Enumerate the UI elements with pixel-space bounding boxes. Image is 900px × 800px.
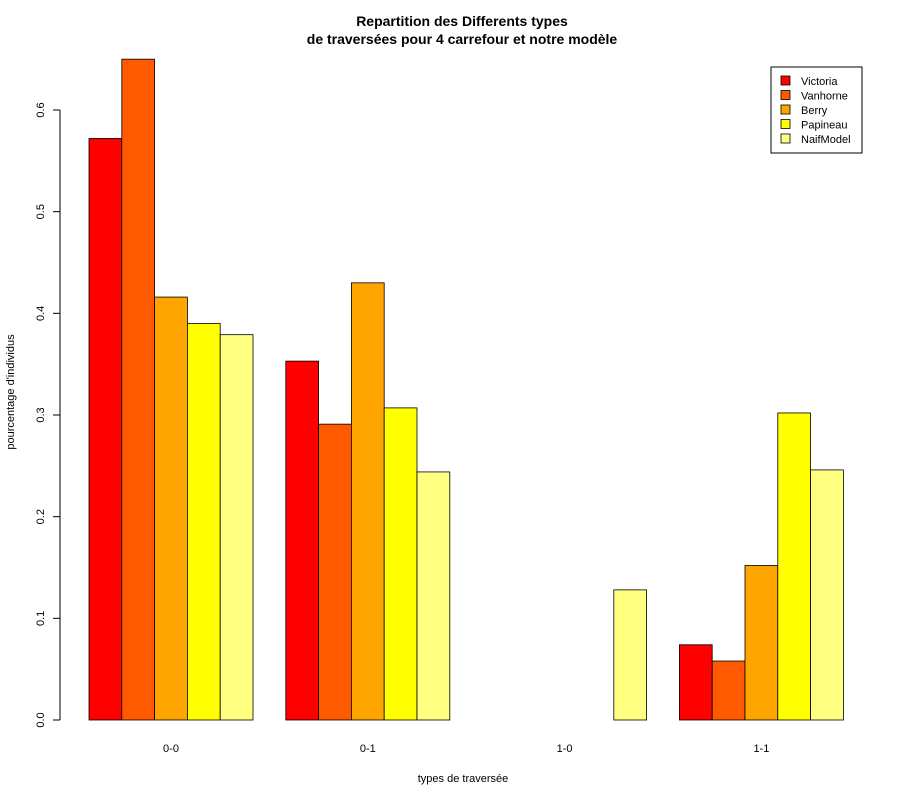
legend-label-berry: Berry	[801, 105, 828, 117]
legend-swatch-berry	[780, 104, 791, 115]
y-axis: 0.0 0.1 0.2 0.3 0.4 0.5 0.6	[35, 102, 61, 728]
y-tick-label: 0.1	[35, 611, 47, 626]
bar-berry-0-0	[154, 296, 188, 721]
legend-swatch-naifmodel	[780, 133, 791, 144]
x-axis-label: types de traversée	[418, 773, 509, 785]
bars	[88, 58, 844, 721]
bar-papineau-1-1	[777, 412, 811, 721]
x-axis-tick-labels: 0-0 0-1 1-0 1-1	[163, 743, 769, 755]
legend-label-victoria: Victoria	[801, 76, 838, 88]
y-axis-label: pourcentage d'individus	[5, 334, 17, 450]
legend-swatch-victoria	[780, 75, 791, 86]
legend-label-vanhorne: Vanhorne	[801, 91, 848, 103]
bar-vanhorne-1-1	[711, 660, 746, 721]
bar-vanhorne-0-0	[121, 58, 156, 721]
legend: Victoria Vanhorne Berry Papineau NaifModel	[770, 66, 863, 154]
bar-victoria-0-0	[88, 138, 123, 721]
y-tick-label: 0.6	[35, 102, 47, 117]
x-tick-label: 1-0	[557, 743, 573, 755]
bar-victoria-1-1	[679, 644, 713, 721]
bar-berry-1-1	[744, 565, 779, 721]
bar-papineau-0-1	[383, 407, 418, 721]
x-tick-label: 1-1	[753, 743, 769, 755]
legend-label-papineau: Papineau	[801, 120, 848, 132]
y-tick-label: 0.0	[35, 712, 47, 727]
legend-swatch-vanhorne	[780, 90, 791, 100]
bar-berry-0-1	[350, 282, 385, 721]
x-tick-label: 0-0	[163, 743, 179, 755]
legend-swatch-papineau	[780, 119, 791, 129]
y-tick-label: 0.3	[35, 407, 47, 422]
bar-naifmodel-1-1	[810, 469, 844, 721]
legend-label-naifmodel: NaifModel	[801, 134, 851, 146]
bar-naifmodel-1-0	[613, 589, 647, 721]
bar-papineau-0-0	[186, 323, 221, 721]
bar-vanhorne-0-1	[318, 423, 352, 721]
chart-title-line-2: de traversées pour 4 carrefour et notre …	[307, 31, 618, 47]
bar-naifmodel-0-0	[219, 334, 254, 721]
bar-victoria-0-1	[285, 360, 319, 721]
y-tick-label: 0.4	[35, 306, 47, 321]
x-tick-label: 0-1	[360, 743, 376, 755]
y-tick-label: 0.2	[35, 509, 47, 524]
chart-title-line-1: Repartition des Differents types	[356, 13, 568, 29]
bar-naifmodel-0-1	[416, 471, 451, 721]
y-tick-label: 0.5	[35, 204, 47, 219]
